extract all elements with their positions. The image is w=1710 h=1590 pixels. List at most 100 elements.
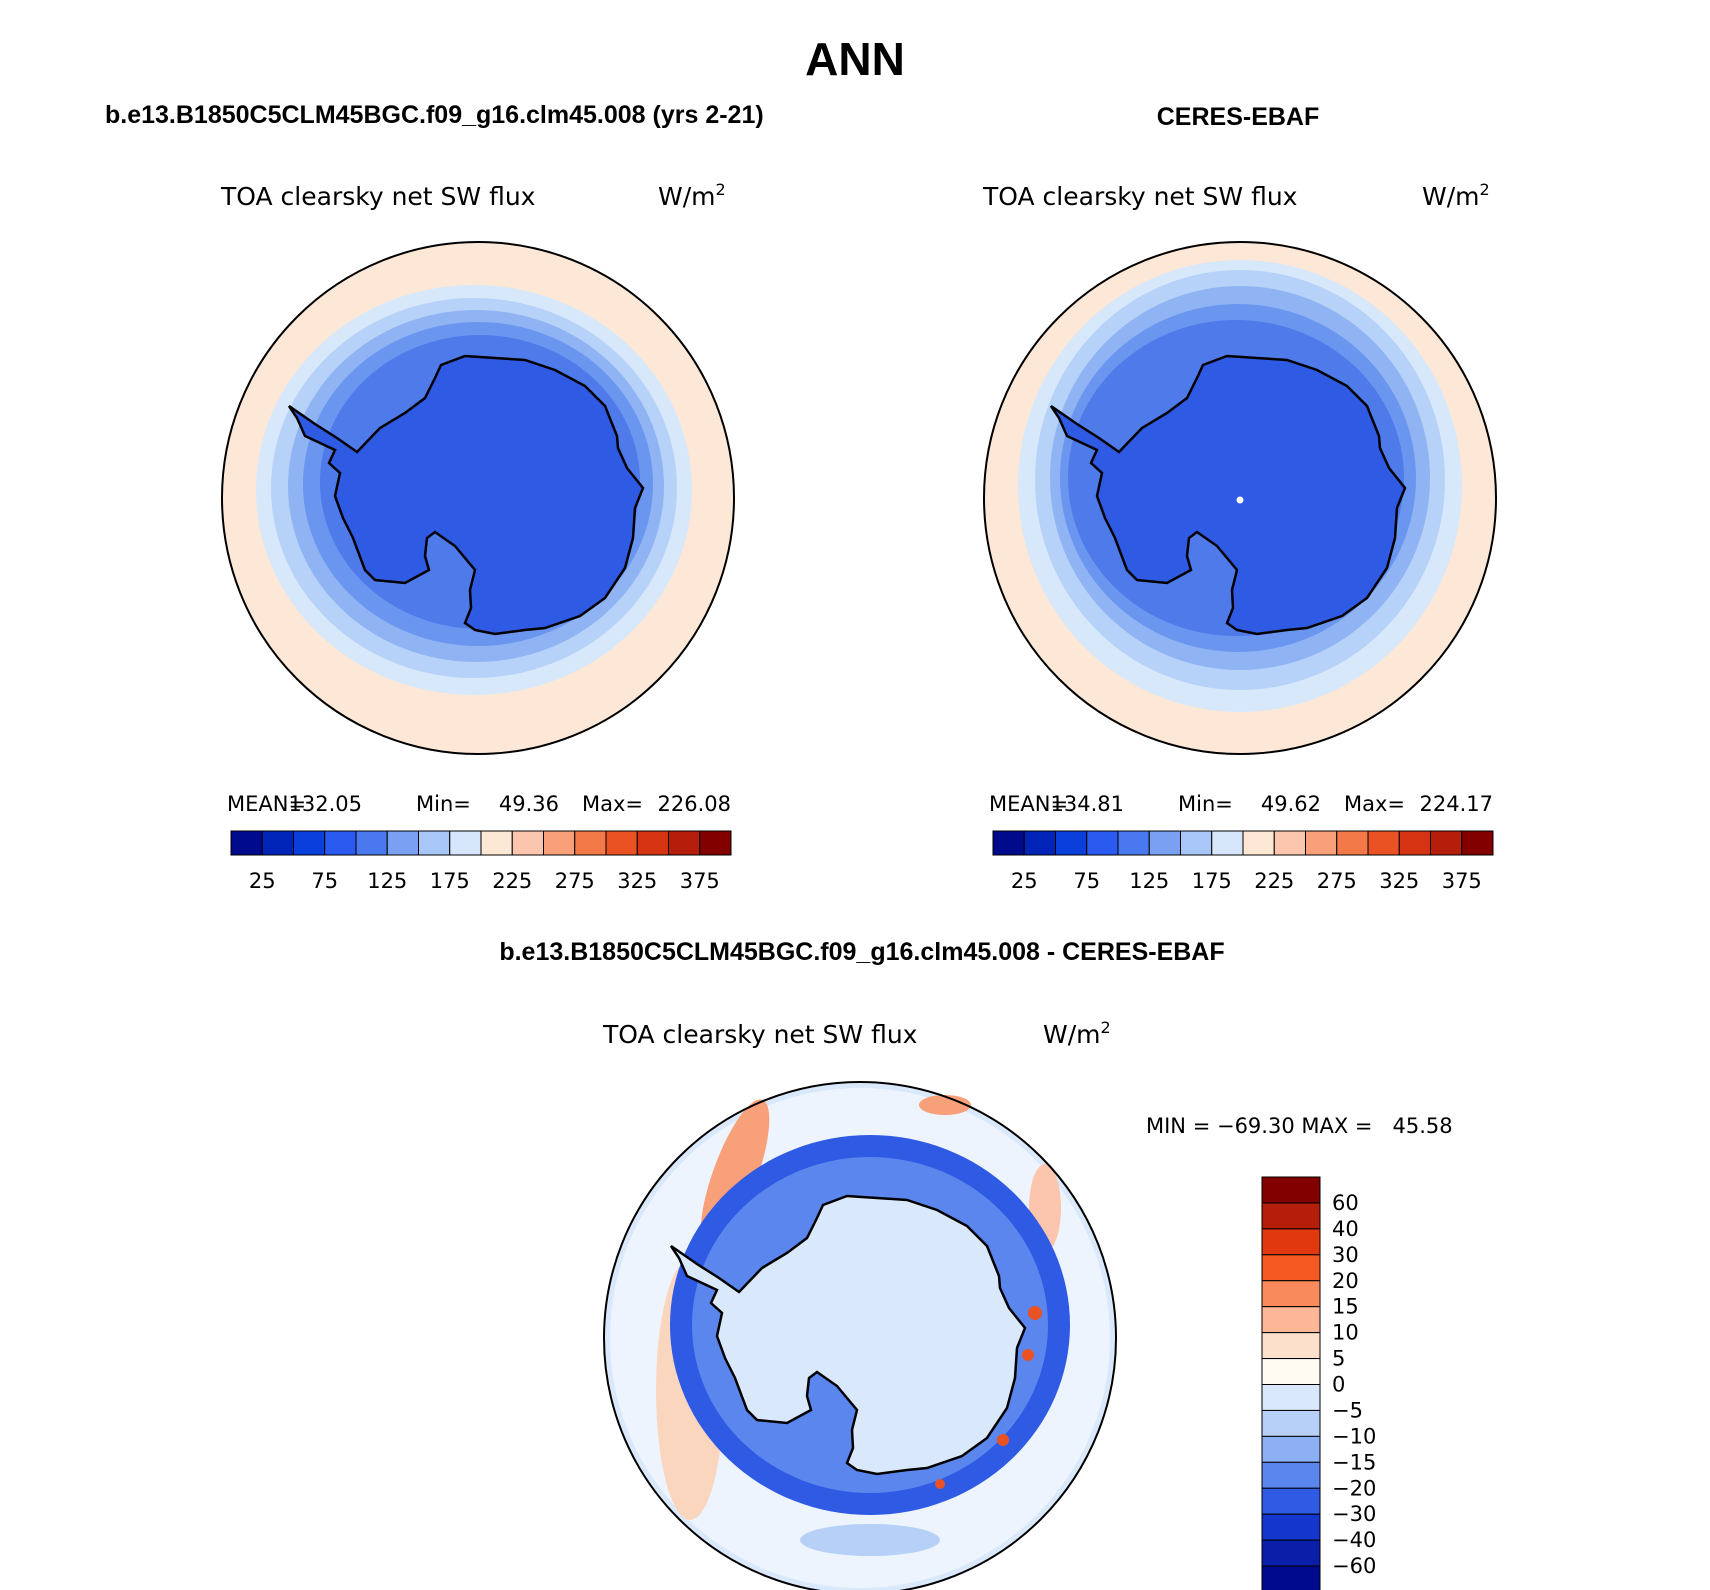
colorbar-swatch [1461, 830, 1494, 856]
colorbar-tick-label: −20 [1332, 1476, 1376, 1500]
colorbar-swatch [1023, 830, 1056, 856]
panel-obs-variable: TOA clearsky net SW flux [982, 182, 1297, 211]
colorbar-swatch [1261, 1280, 1321, 1308]
colorbar-swatch [1261, 1254, 1321, 1282]
colorbar-swatch [1117, 830, 1150, 856]
panel-model-max-label: Max= [582, 792, 643, 816]
panel-obs-min-label: Min= [1178, 792, 1233, 816]
panel-diff-units: W/m2 [1043, 1018, 1111, 1049]
colorbar-swatch [230, 830, 263, 856]
colorbar-tick-label: 10 [1332, 1321, 1359, 1345]
panel-model-units: W/m2 [658, 180, 726, 211]
colorbar-swatch [1261, 1358, 1321, 1385]
colorbar-swatch [1055, 830, 1088, 856]
colorbar-swatch [1261, 1513, 1321, 1541]
panel-model-mean-value: 132.05 [289, 792, 362, 816]
colorbar-swatch [1261, 1409, 1321, 1437]
colorbar-tick-label: 0 [1332, 1373, 1345, 1397]
colorbar-tick-label: 275 [555, 869, 595, 893]
colorbar-swatch [1261, 1487, 1321, 1515]
panel-obs-max-value: 224.17 [1420, 792, 1493, 816]
colorbar-tick-label: 325 [1379, 869, 1419, 893]
panel-model-map-border [221, 241, 735, 755]
panel-diff: b.e13.B1850C5CLM45BGC.f09_g16.clm45.008 … [499, 938, 1453, 1590]
panel-model-colorbar: 25 75 125 175 225 275 325 375 [230, 830, 732, 893]
colorbar-swatch [1261, 1228, 1321, 1256]
colorbar-tick-label: 75 [1073, 869, 1100, 893]
colorbar-swatch [1398, 830, 1431, 856]
colorbar-swatch [1273, 830, 1306, 856]
colorbar-swatch [605, 830, 638, 856]
panel-diff-title: b.e13.B1850C5CLM45BGC.f09_g16.clm45.008 … [499, 938, 1224, 966]
panel-obs-mean-label: MEAN= [989, 792, 1068, 816]
panel-diff-minmax: MIN = −69.30 MAX = 45.58 [1146, 1114, 1453, 1138]
colorbar-tick-label: 25 [1011, 869, 1038, 893]
colorbar-swatch [261, 830, 294, 856]
colorbar-tick-label: −10 [1332, 1424, 1376, 1448]
panel-obs-min-value: 49.62 [1261, 792, 1321, 816]
colorbar-swatch [480, 830, 513, 856]
colorbar-swatch [1148, 830, 1181, 856]
panel-obs: CERES-EBAF TOA clearsky net SW flux W/m2… [982, 103, 1497, 893]
colorbar-tick-label: 325 [617, 869, 657, 893]
colorbar-swatch [1305, 830, 1338, 856]
colorbar-tick-label: −5 [1332, 1398, 1363, 1422]
colorbar-swatch [511, 830, 544, 856]
panel-obs-map-border [983, 241, 1497, 755]
colorbar-tick-label: 25 [249, 869, 276, 893]
panel-model-min-label: Min= [416, 792, 471, 816]
colorbar-tick-label: 125 [1129, 869, 1169, 893]
panel-diff-map-border [603, 1081, 1117, 1590]
colorbar-swatch [574, 830, 607, 856]
figure-title: ANN [805, 33, 905, 85]
colorbar-tick-label: −40 [1332, 1528, 1376, 1552]
panel-obs-mean-value: 134.81 [1051, 792, 1124, 816]
colorbar-tick-label: 40 [1332, 1217, 1359, 1241]
colorbar-swatch [1261, 1461, 1321, 1489]
colorbar-swatch [386, 830, 419, 856]
colorbar-tick-label: −60 [1332, 1554, 1376, 1578]
panel-model-max-value: 226.08 [658, 792, 731, 816]
colorbar-swatch [636, 830, 669, 856]
colorbar-tick-label: −30 [1332, 1502, 1376, 1526]
colorbar-swatch [1336, 830, 1369, 856]
colorbar-tick-label: 75 [311, 869, 338, 893]
panel-model: b.e13.B1850C5CLM45BGC.f09_g16.clm45.008 … [105, 101, 764, 893]
colorbar-tick-label: 175 [1192, 869, 1232, 893]
colorbar-tick-label: 20 [1332, 1269, 1359, 1293]
panel-obs-map [983, 241, 1497, 755]
colorbar-swatch [992, 830, 1025, 856]
colorbar-tick-label: 225 [1254, 869, 1294, 893]
colorbar-tick-label: −15 [1332, 1450, 1376, 1474]
colorbar-swatch [355, 830, 388, 856]
colorbar-tick-label: 275 [1317, 869, 1357, 893]
colorbar-swatch [1180, 830, 1213, 856]
colorbar-tick-label: 60 [1332, 1191, 1359, 1215]
colorbar-swatch [543, 830, 576, 856]
colorbar-swatch [1261, 1539, 1321, 1567]
colorbar-tick-label: 225 [492, 869, 532, 893]
panel-model-stats: MEAN= 132.05 Min= 49.36 Max= 226.08 [227, 792, 731, 816]
colorbar-swatch [1261, 1565, 1321, 1590]
colorbar-swatch [324, 830, 357, 856]
colorbar-tick-label: 30 [1332, 1243, 1359, 1267]
colorbar-tick-label: 375 [680, 869, 720, 893]
colorbar-swatch [1261, 1384, 1321, 1411]
colorbar-swatch [1261, 1332, 1321, 1360]
colorbar-tick-label: 15 [1332, 1295, 1359, 1319]
panel-obs-stats: MEAN= 134.81 Min= 49.62 Max= 224.17 [989, 792, 1493, 816]
panel-diff-variable: TOA clearsky net SW flux [602, 1020, 917, 1049]
colorbar-swatch [1261, 1202, 1321, 1230]
panel-model-mean-label: MEAN= [227, 792, 306, 816]
panel-model-variable: TOA clearsky net SW flux [220, 182, 535, 211]
panel-obs-max-label: Max= [1344, 792, 1405, 816]
panel-obs-colorbar: 25 75 125 175 225 275 325 375 [992, 830, 1494, 893]
colorbar-swatch [668, 830, 701, 856]
panel-model-title: b.e13.B1850C5CLM45BGC.f09_g16.clm45.008 … [105, 101, 764, 129]
colorbar-swatch [1430, 830, 1463, 856]
colorbar-swatch [293, 830, 326, 856]
colorbar-swatch [1261, 1435, 1321, 1463]
panel-model-min-value: 49.36 [499, 792, 559, 816]
colorbar-swatch [1367, 830, 1400, 856]
